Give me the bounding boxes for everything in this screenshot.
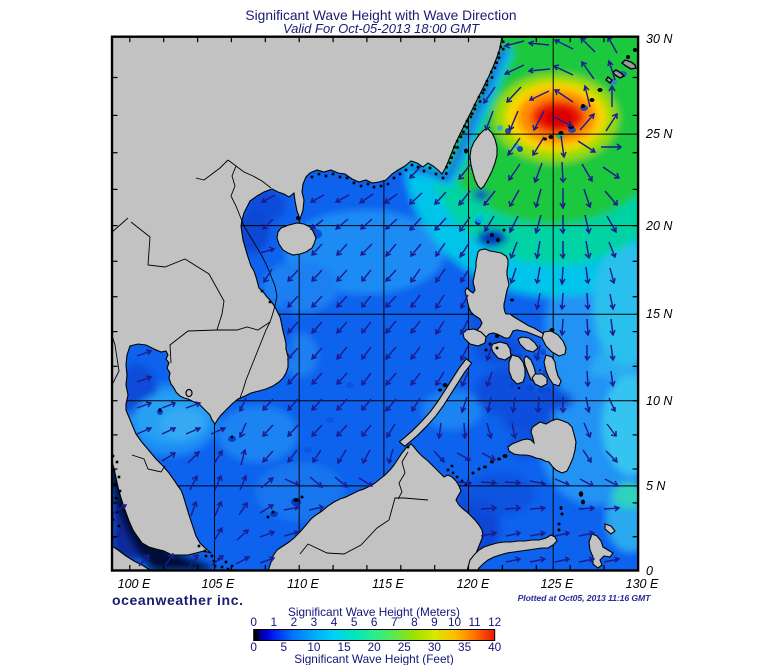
svg-text:15: 15 <box>338 640 352 654</box>
svg-text:130 E: 130 E <box>626 577 659 591</box>
svg-text:12: 12 <box>488 615 501 629</box>
svg-text:25: 25 <box>398 640 412 654</box>
svg-text:5 N: 5 N <box>646 479 666 493</box>
svg-text:9: 9 <box>431 615 438 629</box>
svg-text:10: 10 <box>448 615 462 629</box>
svg-text:0: 0 <box>646 564 653 578</box>
svg-text:11: 11 <box>468 615 480 629</box>
svg-text:25 N: 25 N <box>645 127 673 141</box>
svg-text:Valid For Oct-05-2013 18:00 GM: Valid For Oct-05-2013 18:00 GMT <box>283 21 480 36</box>
svg-text:20: 20 <box>368 640 382 654</box>
svg-text:0: 0 <box>250 640 257 654</box>
svg-text:oceanweather inc.: oceanweather inc. <box>112 592 244 608</box>
svg-text:0: 0 <box>250 615 257 629</box>
svg-text:10: 10 <box>307 640 321 654</box>
svg-text:Plotted at Oct05, 2013 11:16 G: Plotted at Oct05, 2013 11:16 GMT <box>518 593 652 603</box>
svg-text:120 E: 120 E <box>457 577 490 591</box>
svg-text:15 N: 15 N <box>646 307 673 321</box>
svg-text:100 E: 100 E <box>118 577 151 591</box>
svg-text:20 N: 20 N <box>645 219 673 233</box>
svg-text:115 E: 115 E <box>372 577 404 591</box>
svg-text:30: 30 <box>428 640 442 654</box>
svg-text:7: 7 <box>391 615 398 629</box>
svg-text:Significant Wave Height (Meter: Significant Wave Height (Meters) <box>288 605 460 619</box>
svg-text:125 E: 125 E <box>541 577 574 591</box>
svg-text:8: 8 <box>411 615 418 629</box>
svg-text:3: 3 <box>311 615 318 629</box>
svg-text:105 E: 105 E <box>202 577 235 591</box>
svg-text:5: 5 <box>281 640 288 654</box>
svg-text:5: 5 <box>351 615 358 629</box>
svg-text:1: 1 <box>271 615 278 629</box>
svg-text:2: 2 <box>291 615 298 629</box>
svg-text:30 N: 30 N <box>646 32 673 46</box>
svg-text:6: 6 <box>371 615 378 629</box>
svg-text:35: 35 <box>458 640 472 654</box>
svg-text:10 N: 10 N <box>646 394 673 408</box>
svg-text:110 E: 110 E <box>287 577 319 591</box>
svg-text:Significant Wave Height (Feet): Significant Wave Height (Feet) <box>294 652 454 665</box>
svg-text:Significant Wave Height with W: Significant Wave Height with Wave Direct… <box>245 8 516 23</box>
svg-text:4: 4 <box>331 615 338 629</box>
svg-text:40: 40 <box>488 640 502 654</box>
